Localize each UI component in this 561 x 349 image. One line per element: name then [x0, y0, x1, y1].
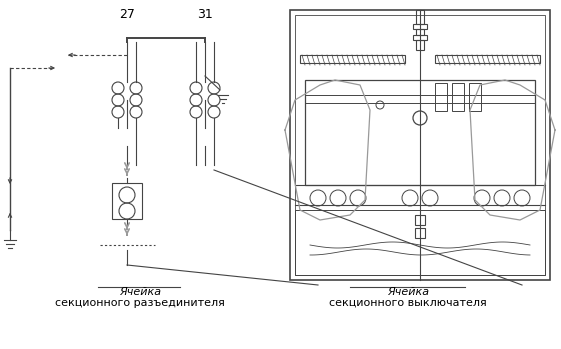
Text: 31: 31	[197, 7, 213, 21]
Bar	[305, 95, 535, 103]
Bar	[416, 29, 424, 35]
Bar	[413, 24, 427, 29]
Bar	[413, 35, 427, 40]
Text: Ячейка: Ячейка	[119, 287, 161, 297]
Bar	[435, 55, 540, 63]
Bar	[295, 15, 545, 275]
Text: 27: 27	[119, 7, 135, 21]
Bar	[112, 183, 142, 219]
Bar	[415, 228, 425, 238]
Bar	[290, 10, 550, 280]
Bar	[416, 40, 424, 50]
Bar	[295, 210, 545, 275]
Bar	[305, 80, 535, 185]
Text: секционного разъединителя: секционного разъединителя	[55, 298, 225, 308]
Text: секционного выключателя: секционного выключателя	[329, 298, 487, 308]
Bar	[452, 83, 464, 111]
Bar	[415, 215, 425, 225]
Text: Ячейка: Ячейка	[387, 287, 429, 297]
Bar	[469, 83, 481, 111]
Bar	[416, 10, 424, 24]
Bar	[300, 55, 405, 63]
Bar	[435, 83, 447, 111]
